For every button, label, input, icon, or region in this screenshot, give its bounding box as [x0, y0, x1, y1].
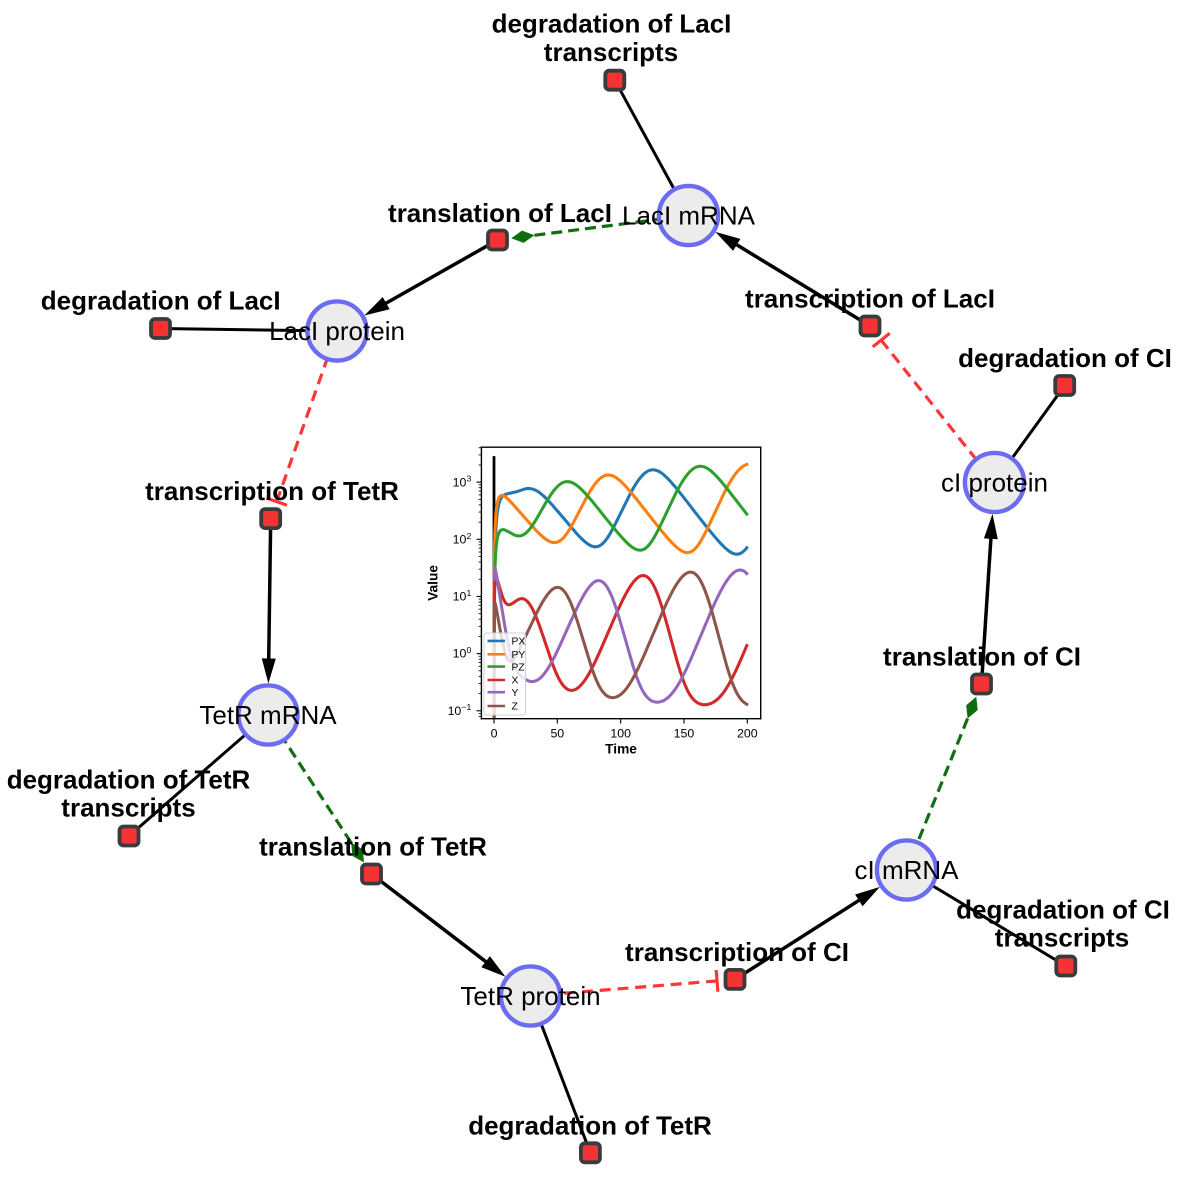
- svg-text:TetR protein: TetR protein: [460, 981, 600, 1011]
- svg-text:LacI protein: LacI protein: [269, 316, 405, 346]
- svg-text:100: 100: [610, 726, 631, 740]
- svg-text:PZ: PZ: [512, 662, 525, 673]
- svg-text:X: X: [512, 676, 519, 687]
- svg-text:degradation of TetR: degradation of TetR: [468, 1110, 712, 1140]
- svg-text:1 0 −: 1 0 − 1: [447, 690, 472, 720]
- svg-text:degradation of TetR: degradation of TetR: [7, 765, 251, 795]
- svg-text:transcripts: transcripts: [544, 37, 678, 67]
- svg-text:transcription of LacI: transcription of LacI: [745, 283, 995, 313]
- svg-text:transcripts: transcripts: [995, 923, 1129, 953]
- svg-text:1 0 1: 1 0 1: [452, 580, 472, 605]
- svg-text:translation of CI: translation of CI: [883, 642, 1081, 672]
- svg-text:Z: Z: [512, 702, 518, 713]
- svg-text:Time: Time: [605, 742, 637, 757]
- svg-text:degradation of LacI: degradation of LacI: [492, 9, 732, 39]
- svg-text:1 0 0: 1 0 0: [452, 638, 472, 663]
- svg-text:150: 150: [673, 726, 694, 740]
- svg-text:degradation of LacI: degradation of LacI: [41, 286, 281, 316]
- svg-text:translation of TetR: translation of TetR: [259, 832, 487, 862]
- svg-text:transcription of CI: transcription of CI: [625, 937, 849, 967]
- svg-text:TetR mRNA: TetR mRNA: [199, 700, 337, 730]
- svg-text:translation of LacI: translation of LacI: [388, 198, 612, 228]
- svg-text:PY: PY: [512, 650, 526, 661]
- svg-text:Value: Value: [426, 565, 441, 601]
- svg-text:PX: PX: [512, 637, 526, 648]
- svg-text:0: 0: [490, 726, 497, 740]
- svg-text:50: 50: [550, 726, 564, 740]
- svg-text:LacI mRNA: LacI mRNA: [622, 201, 756, 231]
- svg-text:cI protein: cI protein: [941, 468, 1048, 498]
- svg-text:1 0 2: 1 0 2: [452, 523, 472, 548]
- svg-text:200: 200: [736, 726, 757, 740]
- svg-text:degradation of CI: degradation of CI: [958, 343, 1172, 373]
- svg-text:Y: Y: [512, 688, 519, 699]
- svg-text:transcription of TetR: transcription of TetR: [145, 476, 399, 506]
- svg-text:transcripts: transcripts: [61, 793, 195, 823]
- svg-text:cI mRNA: cI mRNA: [855, 855, 960, 885]
- svg-text:degradation of CI: degradation of CI: [956, 895, 1170, 925]
- svg-text:1 0 3: 1 0 3: [452, 466, 472, 491]
